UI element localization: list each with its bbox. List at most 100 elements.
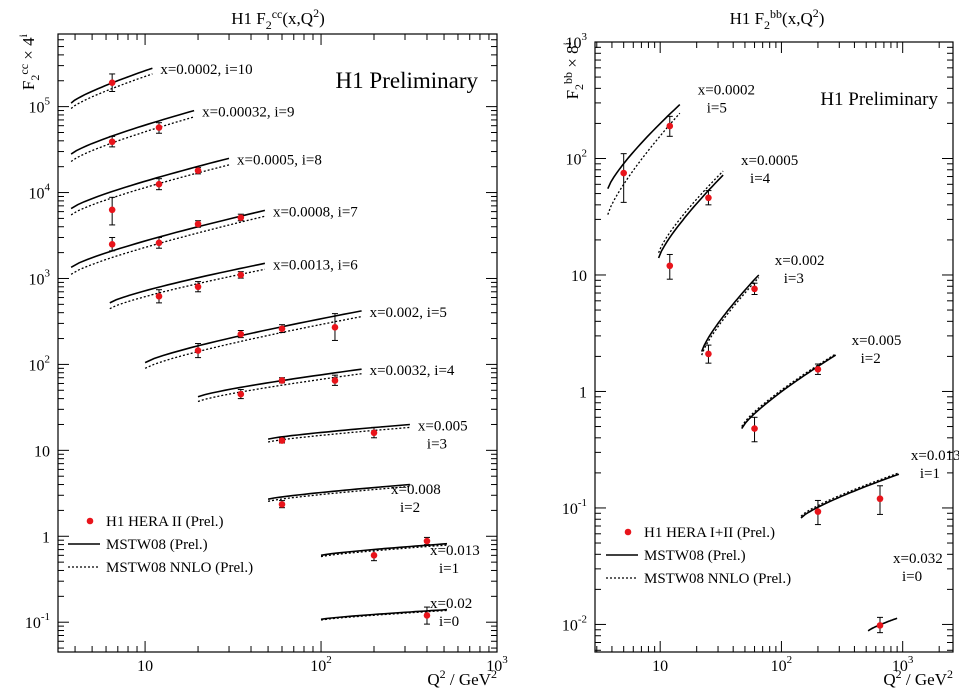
data-point — [194, 347, 202, 354]
series-label-index: i=4 — [750, 171, 771, 187]
data-point — [237, 271, 245, 279]
series-group: x=0.032 i=0 — [867, 551, 943, 634]
data-point — [423, 612, 431, 619]
mstw08-curve — [70, 109, 195, 155]
series-label: x=0.013 — [911, 448, 959, 464]
data-point — [814, 508, 822, 515]
mstw08-nnlo-curve — [701, 277, 760, 356]
charm-panel: H1 F2cc(x,Q2) F2cc × 4i Q2 / GeV2 H1 Prelim… — [16, 6, 508, 689]
legend-label: H1 HERA II (Prel.) — [106, 514, 223, 530]
mstw08-curve — [109, 262, 266, 304]
data-point — [331, 377, 339, 384]
mstw08-curve — [320, 608, 448, 621]
data-point — [666, 262, 674, 270]
data-point — [705, 194, 712, 202]
legend-entry: H1 HERA I+II (Prel.) — [624, 525, 775, 541]
data-point — [370, 552, 378, 559]
series-label: x=0.005 — [418, 418, 468, 434]
x-tick-label: 103 — [892, 654, 914, 675]
data-point — [331, 324, 339, 331]
data-point — [108, 206, 116, 214]
legend-label: MSTW08 (Prel.) — [644, 548, 746, 564]
legend-entry: H1 HERA II (Prel.) — [86, 514, 223, 530]
x-tick-label: 102 — [771, 654, 793, 675]
mstw08-curve — [741, 354, 837, 430]
data-point — [237, 214, 245, 221]
legend-entry: MSTW08 NNLO (Prel.) — [68, 560, 253, 576]
series-label: x=0.0002, i=10 — [160, 62, 252, 78]
legend-marker — [86, 517, 94, 525]
y-tick-label: 103 — [566, 31, 588, 52]
series-label: x=0.032 — [893, 551, 943, 567]
y-tick-label: 10 — [34, 443, 50, 460]
mstw08-nnlo-curve — [607, 112, 681, 215]
series-group: x=0.0005 i=4 — [657, 153, 798, 280]
series-label: x=0.0005, i=8 — [237, 152, 322, 168]
y-tick-label: 10-1 — [25, 611, 50, 632]
series-group: x=0.002 i=3 — [700, 253, 825, 364]
series-label-index: i=0 — [902, 569, 922, 585]
data-point — [237, 390, 245, 398]
plot-frame — [594, 41, 954, 653]
legend-label: MSTW08 (Prel.) — [106, 537, 208, 553]
watermark-text: H1 Preliminary — [336, 68, 479, 93]
series-label-index: i=1 — [920, 466, 940, 482]
data-point — [423, 537, 431, 545]
data-point — [194, 283, 202, 291]
mstw08-curve — [320, 542, 448, 557]
data-point — [108, 138, 116, 146]
legend-entry: MSTW08 NNLO (Prel.) — [606, 571, 791, 587]
legend-entry: MSTW08 (Prel.) — [68, 537, 208, 553]
data-point — [620, 169, 627, 177]
data-point — [237, 330, 245, 338]
y-tick-label: 102 — [566, 147, 588, 168]
mstw08-nnlo-curve — [70, 164, 230, 216]
series-group: x=0.005 i=2 — [741, 333, 902, 443]
series-label: x=0.02 — [430, 596, 472, 612]
series-label: x=0.0002 — [698, 83, 755, 99]
data-point — [155, 293, 163, 300]
y-tick-label: 1 — [42, 529, 50, 546]
mstw08-nnlo-curve — [197, 373, 362, 403]
series-group: x=0.008 i=2 — [267, 482, 441, 516]
mstw08-curve — [700, 274, 760, 352]
chart-title: H1 F2cc(x,Q2) — [231, 6, 325, 32]
x-axis-label: Q2 / GeV2 — [427, 667, 497, 689]
series-label-index: i=1 — [439, 561, 459, 577]
series-label: x=0.002 — [775, 253, 825, 269]
series-label: x=0.005 — [852, 333, 902, 349]
data-point — [278, 501, 286, 508]
data-point — [108, 79, 116, 86]
legend-label: MSTW08 NNLO (Prel.) — [106, 560, 253, 576]
mstw08-nnlo-curve — [144, 315, 362, 369]
data-point — [155, 124, 163, 131]
series-group: x=0.013 i=1 — [320, 536, 480, 577]
mstw08-nnlo-curve — [267, 426, 410, 443]
plot-frame — [57, 33, 498, 653]
series-group: x=0.0005, i=8 — [70, 152, 322, 226]
mstw08-curve — [70, 157, 230, 210]
mstw08-curve — [70, 209, 266, 268]
mstw08-nnlo-curve — [320, 609, 448, 621]
series-group: x=0.00032, i=9 — [70, 105, 294, 163]
series-label: x=0.0005 — [741, 153, 798, 169]
mstw08-nnlo-curve — [658, 170, 724, 254]
series-label: x=0.0032, i=4 — [370, 363, 455, 379]
data-point — [705, 350, 712, 358]
mstw08-nnlo-curve — [267, 485, 410, 502]
watermark-text: H1 Preliminary — [820, 89, 938, 110]
data-point — [751, 425, 758, 432]
x-tick-label: 102 — [310, 654, 332, 675]
series-group: x=0.013 i=1 — [800, 448, 959, 526]
data-point — [194, 167, 202, 174]
series-label-index: i=0 — [439, 614, 459, 630]
data-point — [751, 285, 758, 293]
mstw08-nnlo-curve — [70, 215, 266, 275]
series-label: x=0.00032, i=9 — [202, 105, 294, 121]
data-point — [278, 325, 286, 333]
data-point — [278, 437, 286, 444]
mstw08-curve — [144, 310, 362, 364]
mstw08-curve — [267, 423, 410, 440]
mstw08-curve — [267, 483, 410, 500]
y-tick-label: 105 — [29, 96, 51, 117]
